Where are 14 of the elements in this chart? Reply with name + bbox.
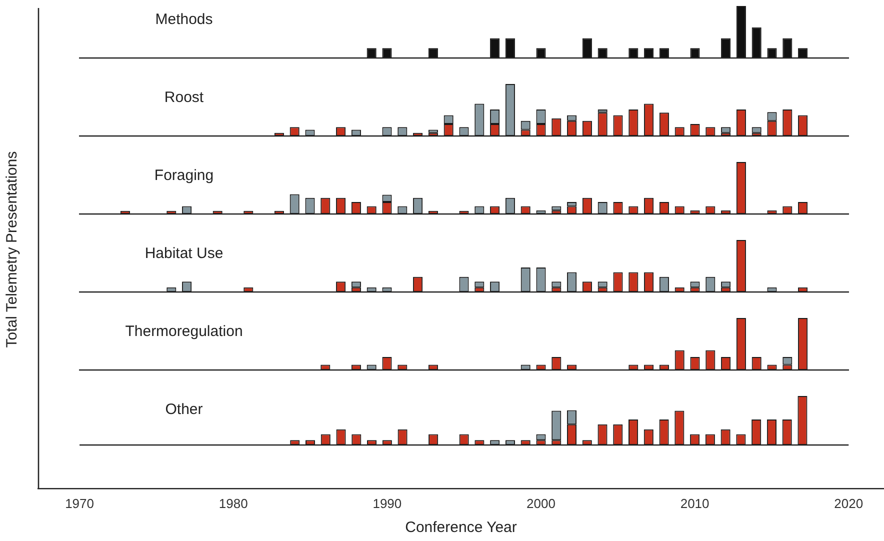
x-axis-title: Conference Year — [405, 519, 517, 536]
y-axis-title: Total Telemetry Presentations — [4, 150, 20, 350]
chart-title: Habitat Use — [144, 245, 224, 262]
x-tick-label: 2020 — [834, 496, 864, 511]
chart-title: Methods — [155, 11, 213, 28]
chart-title: Roost — [164, 89, 204, 106]
chart-title: Thermoregulation — [125, 323, 243, 340]
chart-title: Other — [165, 401, 203, 418]
x-tick-label: 1970 — [65, 496, 94, 511]
x-tick-label: 1980 — [218, 496, 248, 511]
x-tick-label: 2000 — [526, 496, 556, 511]
chart-title: Foraging — [154, 167, 214, 184]
x-tick-label: 1990 — [372, 496, 402, 511]
x-tick-label: 2010 — [680, 496, 710, 511]
